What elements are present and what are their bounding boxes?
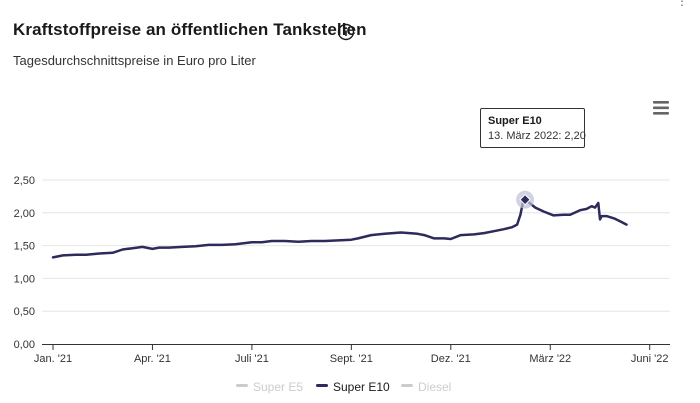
tooltip-value: 13. März 2022: 2,20 (488, 130, 586, 142)
legend-item-super-e5[interactable]: Super E5 (236, 380, 303, 394)
info-icon-dot (344, 27, 348, 30)
x-tick-label: März '22 (529, 353, 571, 365)
legend-swatch-diesel (401, 384, 413, 388)
legend-label-super-e10: Super E10 (333, 380, 390, 394)
grid-layer (42, 179, 670, 312)
legend-item-super-e10[interactable]: Super E10 (316, 380, 390, 394)
x-tick-label: Apr. '21 (134, 353, 171, 365)
info-icon[interactable] (337, 23, 355, 41)
x-tick-label: Juli '21 (235, 353, 269, 365)
x-tick-label: Dez. '21 (431, 353, 471, 365)
y-tick-label: 0,00 (14, 339, 35, 351)
y-tick-label: 1,00 (14, 273, 35, 285)
chart-subtitle: Tagesdurchschnittspreise in Euro pro Lit… (13, 53, 256, 68)
series-layer (51, 198, 628, 259)
chart-title: Kraftstoffpreise an öffentlichen Tankste… (13, 20, 367, 39)
y-tick-label: 2,00 (14, 208, 35, 220)
hamburger-menu-icon[interactable] (652, 100, 670, 116)
x-tick-label: Sept. '21 (330, 353, 373, 365)
chart-tooltip: Super E10 13. März 2022: 2,20 (480, 108, 586, 148)
marker-layer (516, 190, 535, 209)
axis-layer: 0,00 0,50 1,00 1,50 2,00 2,50 Jan. '21 Apr. '21… (14, 175, 670, 365)
legend-label-diesel: Diesel (418, 380, 452, 394)
legend-item-diesel[interactable]: Diesel (401, 380, 451, 394)
menu-bar-middle (653, 106, 669, 110)
highlight-point-marker (519, 193, 531, 206)
legend-label-super-e5: Super E5 (253, 380, 304, 394)
series-line-super-e10 (51, 198, 628, 259)
menu-bar-top (653, 101, 669, 104)
legend-swatch-super-e5 (236, 384, 248, 388)
menu-bar-bottom (653, 112, 669, 115)
legend-swatch-super-e10 (316, 384, 328, 388)
info-icon-circle (337, 23, 355, 41)
y-tick-label: 1,50 (14, 241, 35, 253)
y-tick-label: 0,50 (14, 306, 35, 318)
x-tick-label: Jan. '21 (34, 353, 72, 365)
info-icon-stem (345, 30, 347, 36)
chart-legend: Super E5 Super E10 Diesel (0, 380, 700, 396)
overflow-dots-icon: ⋮ (676, 0, 688, 8)
tooltip-series-name: Super E10 (488, 115, 542, 127)
x-tick-label: Juni '22 (631, 353, 669, 365)
y-tick-label: 2,50 (14, 175, 35, 187)
